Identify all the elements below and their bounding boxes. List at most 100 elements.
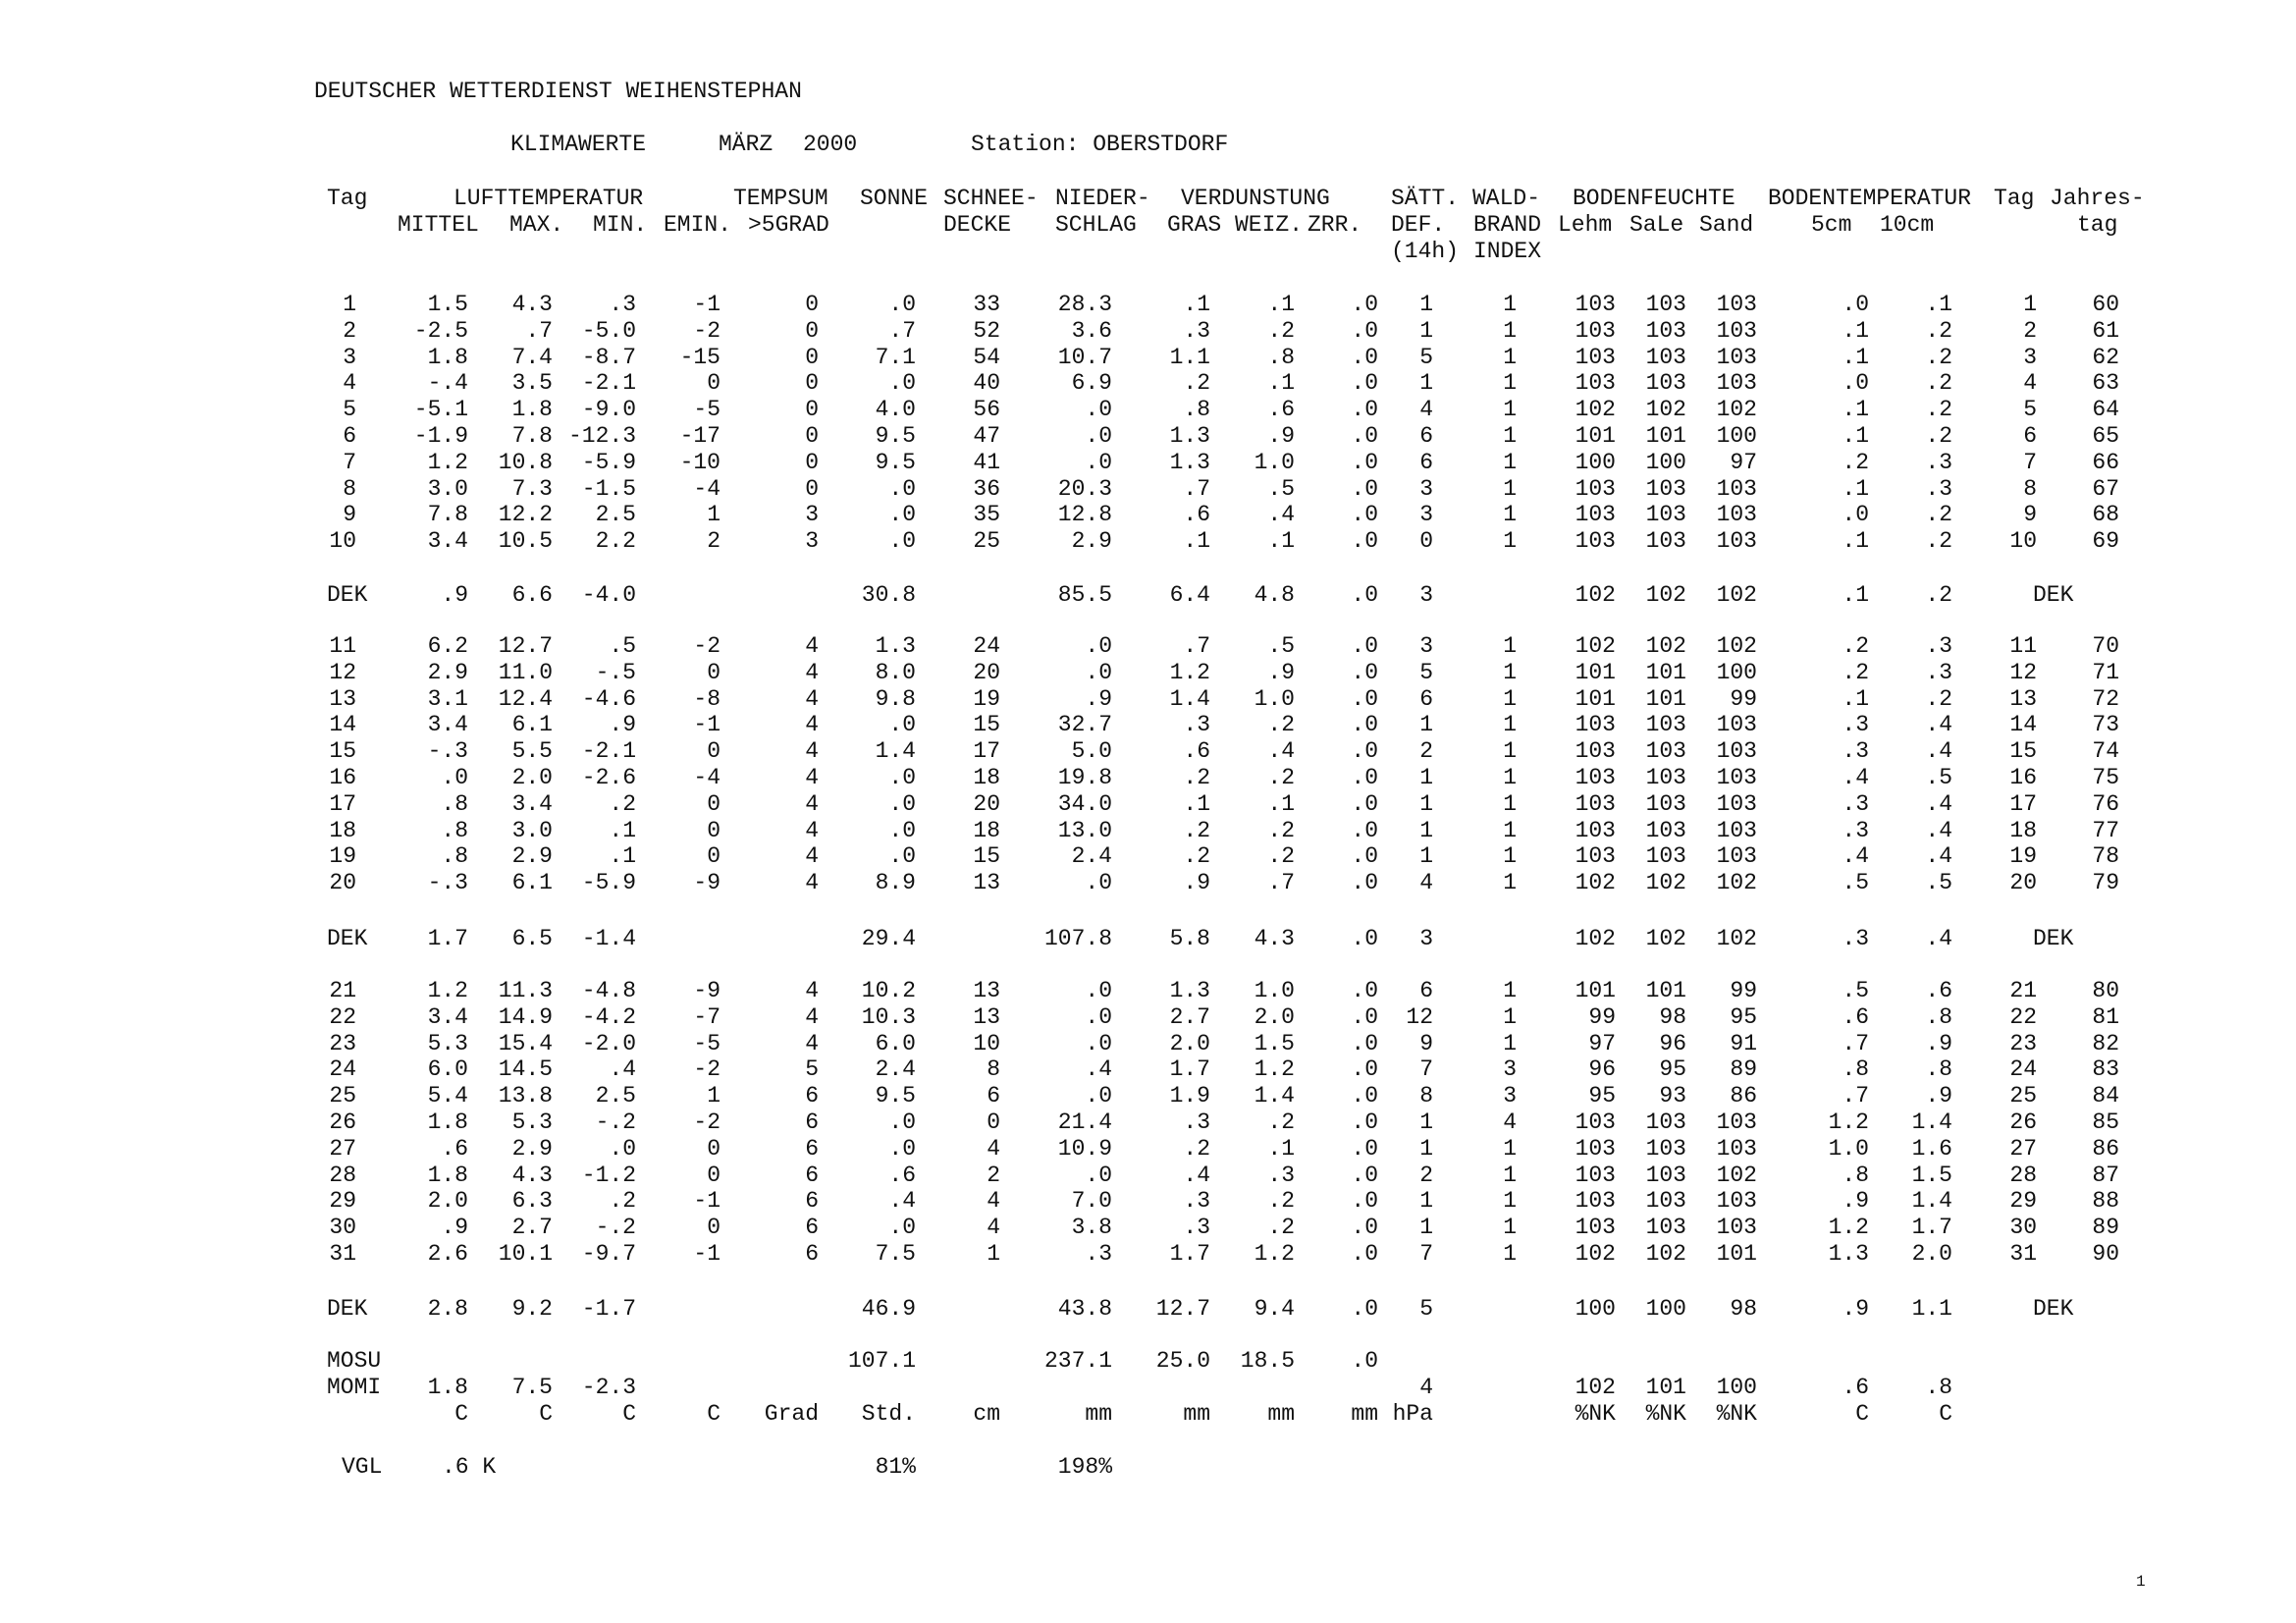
row-label: DEK [327, 1296, 368, 1322]
cell-verd-weizen: 2.0 [1254, 1003, 1295, 1030]
column-subheader: 5cm [1811, 212, 1852, 238]
cell-waldbrand-index: 1 [1503, 449, 1517, 475]
cell-min: -2.3 [581, 1375, 636, 1400]
cell-bf-lehm: 103 [1575, 1215, 1616, 1241]
cell-tag: 28 [329, 1162, 356, 1188]
cell-bf-sand: 102 [1716, 1162, 1757, 1188]
cell-verd-gras: .3 [1183, 1188, 1210, 1215]
cell-bt-10cm: .1 [1925, 292, 1952, 317]
cell-saett-def: 2 [1419, 738, 1433, 765]
column-header: LUFTTEMPERATUR [454, 186, 644, 211]
cell-jahrestag: 82 [2092, 1030, 2119, 1056]
cell-verd-zrr: .0 [1351, 633, 1378, 659]
cell-tag: 5 [343, 397, 356, 423]
cell-bf-sale: 101 [1645, 1375, 1686, 1400]
cell-verd-weizen: .2 [1267, 765, 1295, 790]
cell-jahrestag: 77 [2092, 817, 2119, 843]
cell-min: -5.9 [581, 449, 636, 475]
cell-mittel: 1.2 [427, 978, 468, 1003]
cell-bf-lehm: 103 [1575, 790, 1616, 817]
column-subheader: MITTEL [398, 212, 479, 238]
cell-verd-gras: .2 [1183, 843, 1210, 870]
cell-min: -1.4 [581, 926, 636, 951]
cell-niederschlag: .4 [1085, 1056, 1112, 1083]
cell-sonne: 8.0 [875, 659, 916, 685]
cell-mittel: 1.8 [427, 1375, 468, 1400]
cell-verd-zrr: .0 [1351, 1109, 1378, 1135]
cell-bf-sale: 101 [1645, 978, 1686, 1003]
cell-jahrestag: 60 [2092, 292, 2119, 317]
cell-bf-lehm: 100 [1575, 1296, 1616, 1322]
cell-bf-sand: 102 [1716, 926, 1757, 951]
cell-schneedecke: 24 [973, 633, 1000, 659]
cell-saett-def: 7 [1419, 1056, 1433, 1083]
cell-bf-sale: 103 [1645, 1188, 1686, 1215]
cell-tempsum: 0 [805, 397, 819, 423]
cell-max: 2.7 [511, 1215, 553, 1241]
cell-bf-sale: 103 [1645, 712, 1686, 738]
cell-min: -1.2 [581, 1162, 636, 1188]
cell-tag: 22 [2009, 1003, 2037, 1030]
cell-tag: 24 [2009, 1056, 2037, 1083]
cell-bt-5cm: .5 [1842, 978, 1869, 1003]
cell-min: .2 [609, 790, 636, 817]
cell-verd-gras: 1.9 [1169, 1083, 1210, 1109]
cell-sonne: .4 [888, 1188, 916, 1215]
cell-bf-lehm: 103 [1575, 817, 1616, 843]
cell-bf-sand: 102 [1716, 397, 1757, 423]
cell-waldbrand-index: 1 [1503, 502, 1517, 528]
column-header: BODENTEMPERATUR [1768, 186, 1972, 211]
cell-bt-5cm: .1 [1842, 344, 1869, 370]
cell-jahrestag: 68 [2092, 502, 2119, 528]
column-subheader: tag [2077, 212, 2118, 238]
cell-max: 2.9 [511, 1135, 553, 1162]
cell-verd-zrr: .0 [1351, 1296, 1378, 1322]
cell-bf-sand: 103 [1716, 370, 1757, 397]
column-header: TEMPSUM [733, 186, 828, 211]
cell-waldbrand-index: 1 [1503, 1135, 1517, 1162]
cell-bf-lehm: 101 [1575, 978, 1616, 1003]
cell-bf-sand: 103 [1716, 1215, 1757, 1241]
cell-saett-def: 1 [1419, 1215, 1433, 1241]
cell-bt-5cm: .9 [1842, 1188, 1869, 1215]
cell-bf-sale: 102 [1645, 582, 1686, 608]
cell-schneedecke: 8 [987, 1056, 1000, 1083]
cell-saett-def: 4 [1419, 1375, 1433, 1400]
cell-sonne: .0 [888, 817, 916, 843]
cell-verd-gras: .2 [1183, 765, 1210, 790]
cell-min: -4.0 [581, 582, 636, 608]
cell-bf-sand: 103 [1716, 292, 1757, 317]
cell-tempsum: 6 [805, 1135, 819, 1162]
cell-bf-lehm: 103 [1575, 1162, 1616, 1188]
cell-emin: 2 [707, 528, 721, 555]
cell-min: .1 [609, 817, 636, 843]
cell-bt-5cm: .1 [1842, 582, 1869, 608]
cell-bt-5cm: .2 [1842, 659, 1869, 685]
cell-jahrestag: 89 [2092, 1215, 2119, 1241]
cell-bf-sand: 100 [1716, 659, 1757, 685]
cell-schneedecke: 47 [973, 423, 1000, 449]
cell-bf-sand: 103 [1716, 528, 1757, 555]
cell-bf-lehm: 102 [1575, 397, 1616, 423]
cell-bf-sale: 103 [1645, 1109, 1686, 1135]
cell-tag: 7 [343, 449, 356, 475]
cell-sonne: .0 [888, 292, 916, 317]
column-header: SCHNEE- [943, 186, 1039, 211]
cell-emin: -17 [679, 423, 721, 449]
cell-saett-def: 1 [1419, 790, 1433, 817]
cell-bf-sale: 103 [1645, 370, 1686, 397]
cell-schneedecke: 52 [973, 317, 1000, 344]
cell-sonne: .0 [888, 370, 916, 397]
cell-mittel: 6.2 [427, 633, 468, 659]
cell-tag: 21 [329, 978, 356, 1003]
cell-verd-weizen: mm [1267, 1401, 1295, 1427]
cell-bt-10cm: .2 [1925, 397, 1952, 423]
cell-niederschlag: 237.1 [1043, 1348, 1112, 1374]
cell-min: -.5 [595, 659, 636, 685]
cell-sonne: .6 [888, 1162, 916, 1188]
cell-verd-gras: 1.3 [1169, 449, 1210, 475]
cell-saett-def: 2 [1419, 1162, 1433, 1188]
cell-bf-lehm: %NK [1575, 1401, 1616, 1427]
cell-mittel: 2.8 [427, 1296, 468, 1322]
cell-tag: 9 [343, 502, 356, 528]
